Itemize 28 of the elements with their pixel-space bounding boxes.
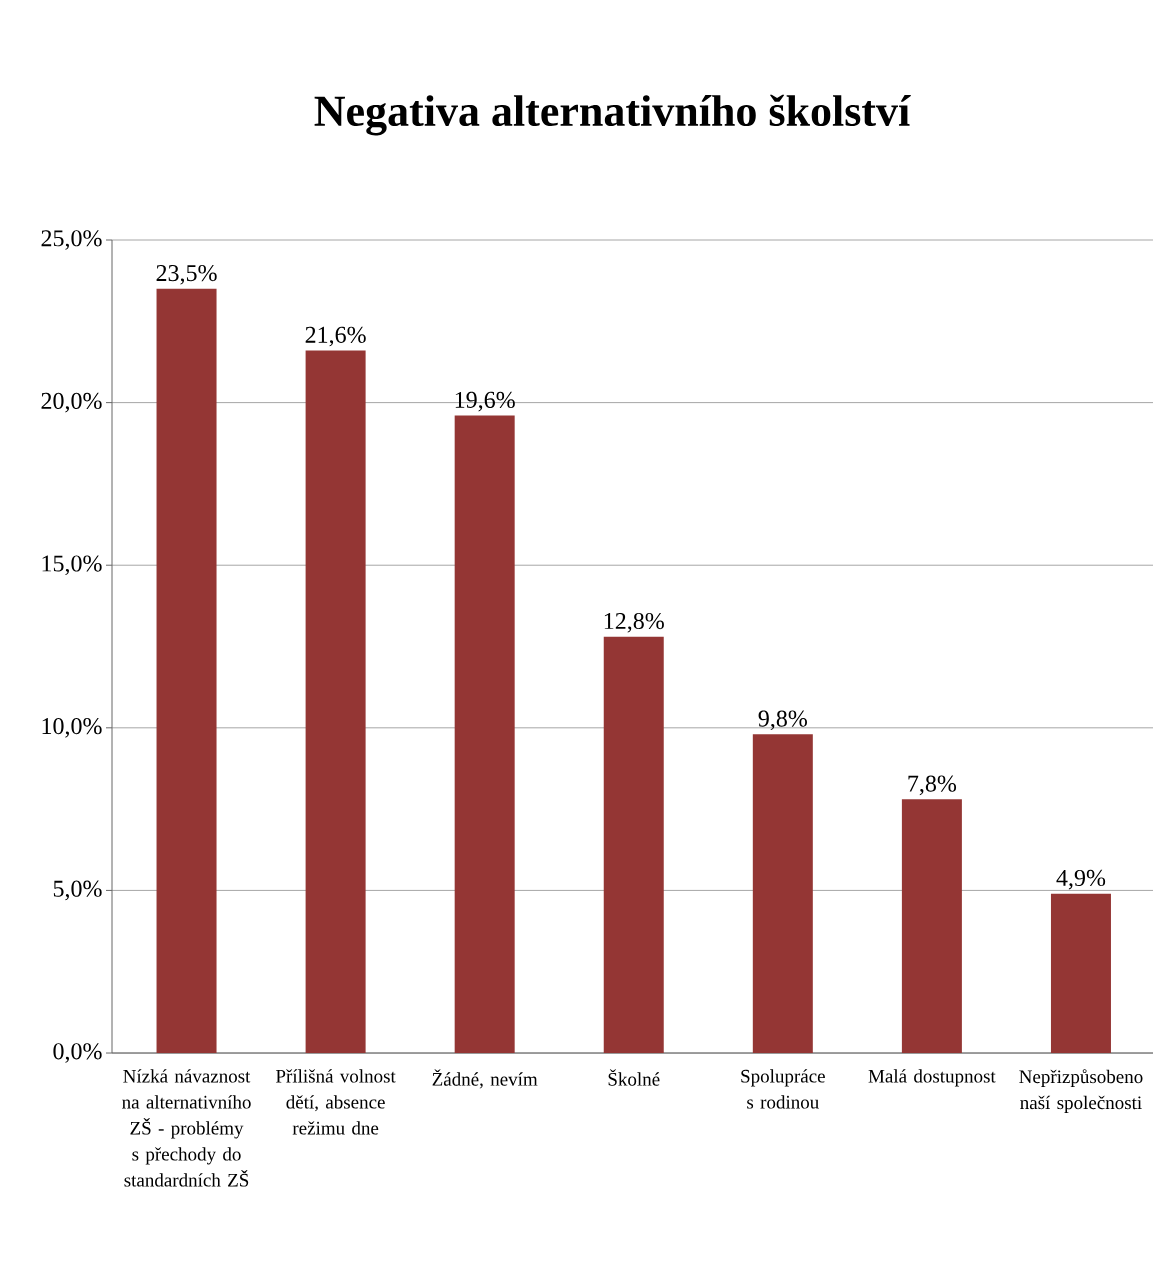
bar	[1050, 893, 1111, 1054]
data-label: 7,8%	[908, 775, 957, 796]
x-tick-label: Žádné, nevím	[432, 1069, 538, 1089]
x-tick-label: Školné	[608, 1069, 660, 1086]
y-tick-label: 15,0%	[42, 555, 102, 576]
x-tick-label: Přílišná volnost dětí, absence režimu dne	[275, 1069, 396, 1135]
x-tick-label: Malá dostupnost	[868, 1069, 996, 1087]
y-tick-label: 20,0%	[41, 392, 102, 413]
x-tick-label: Nízká návaznost na alternativního ZŠ - problémy s přechody do standardních ZŠ	[122, 1069, 251, 1187]
data-label: 21,6%	[305, 326, 366, 347]
bar	[901, 799, 962, 1054]
chart-title: Negativa alternativního školství	[314, 94, 911, 136]
data-label: 4,9%	[1056, 869, 1106, 890]
y-tick-label: 25,0%	[41, 230, 102, 250]
y-tick-label: 5,0%	[53, 880, 102, 901]
y-tick-label: 10,0%	[42, 717, 102, 738]
bar	[752, 734, 813, 1054]
bar	[603, 636, 664, 1054]
x-tick-label: Spolupráce s rodinou	[741, 1069, 825, 1109]
bar	[156, 288, 217, 1054]
data-label: 19,6%	[455, 391, 515, 412]
y-tick-label: 0,0%	[53, 1043, 102, 1063]
bar	[454, 415, 515, 1054]
bar	[305, 350, 366, 1054]
data-label: 9,8%	[758, 710, 807, 731]
x-tick-label: Nepřizpůsobeno naší společnosti	[1019, 1069, 1143, 1114]
data-label: 23,5%	[156, 264, 217, 285]
data-label: 12,8%	[604, 612, 664, 633]
